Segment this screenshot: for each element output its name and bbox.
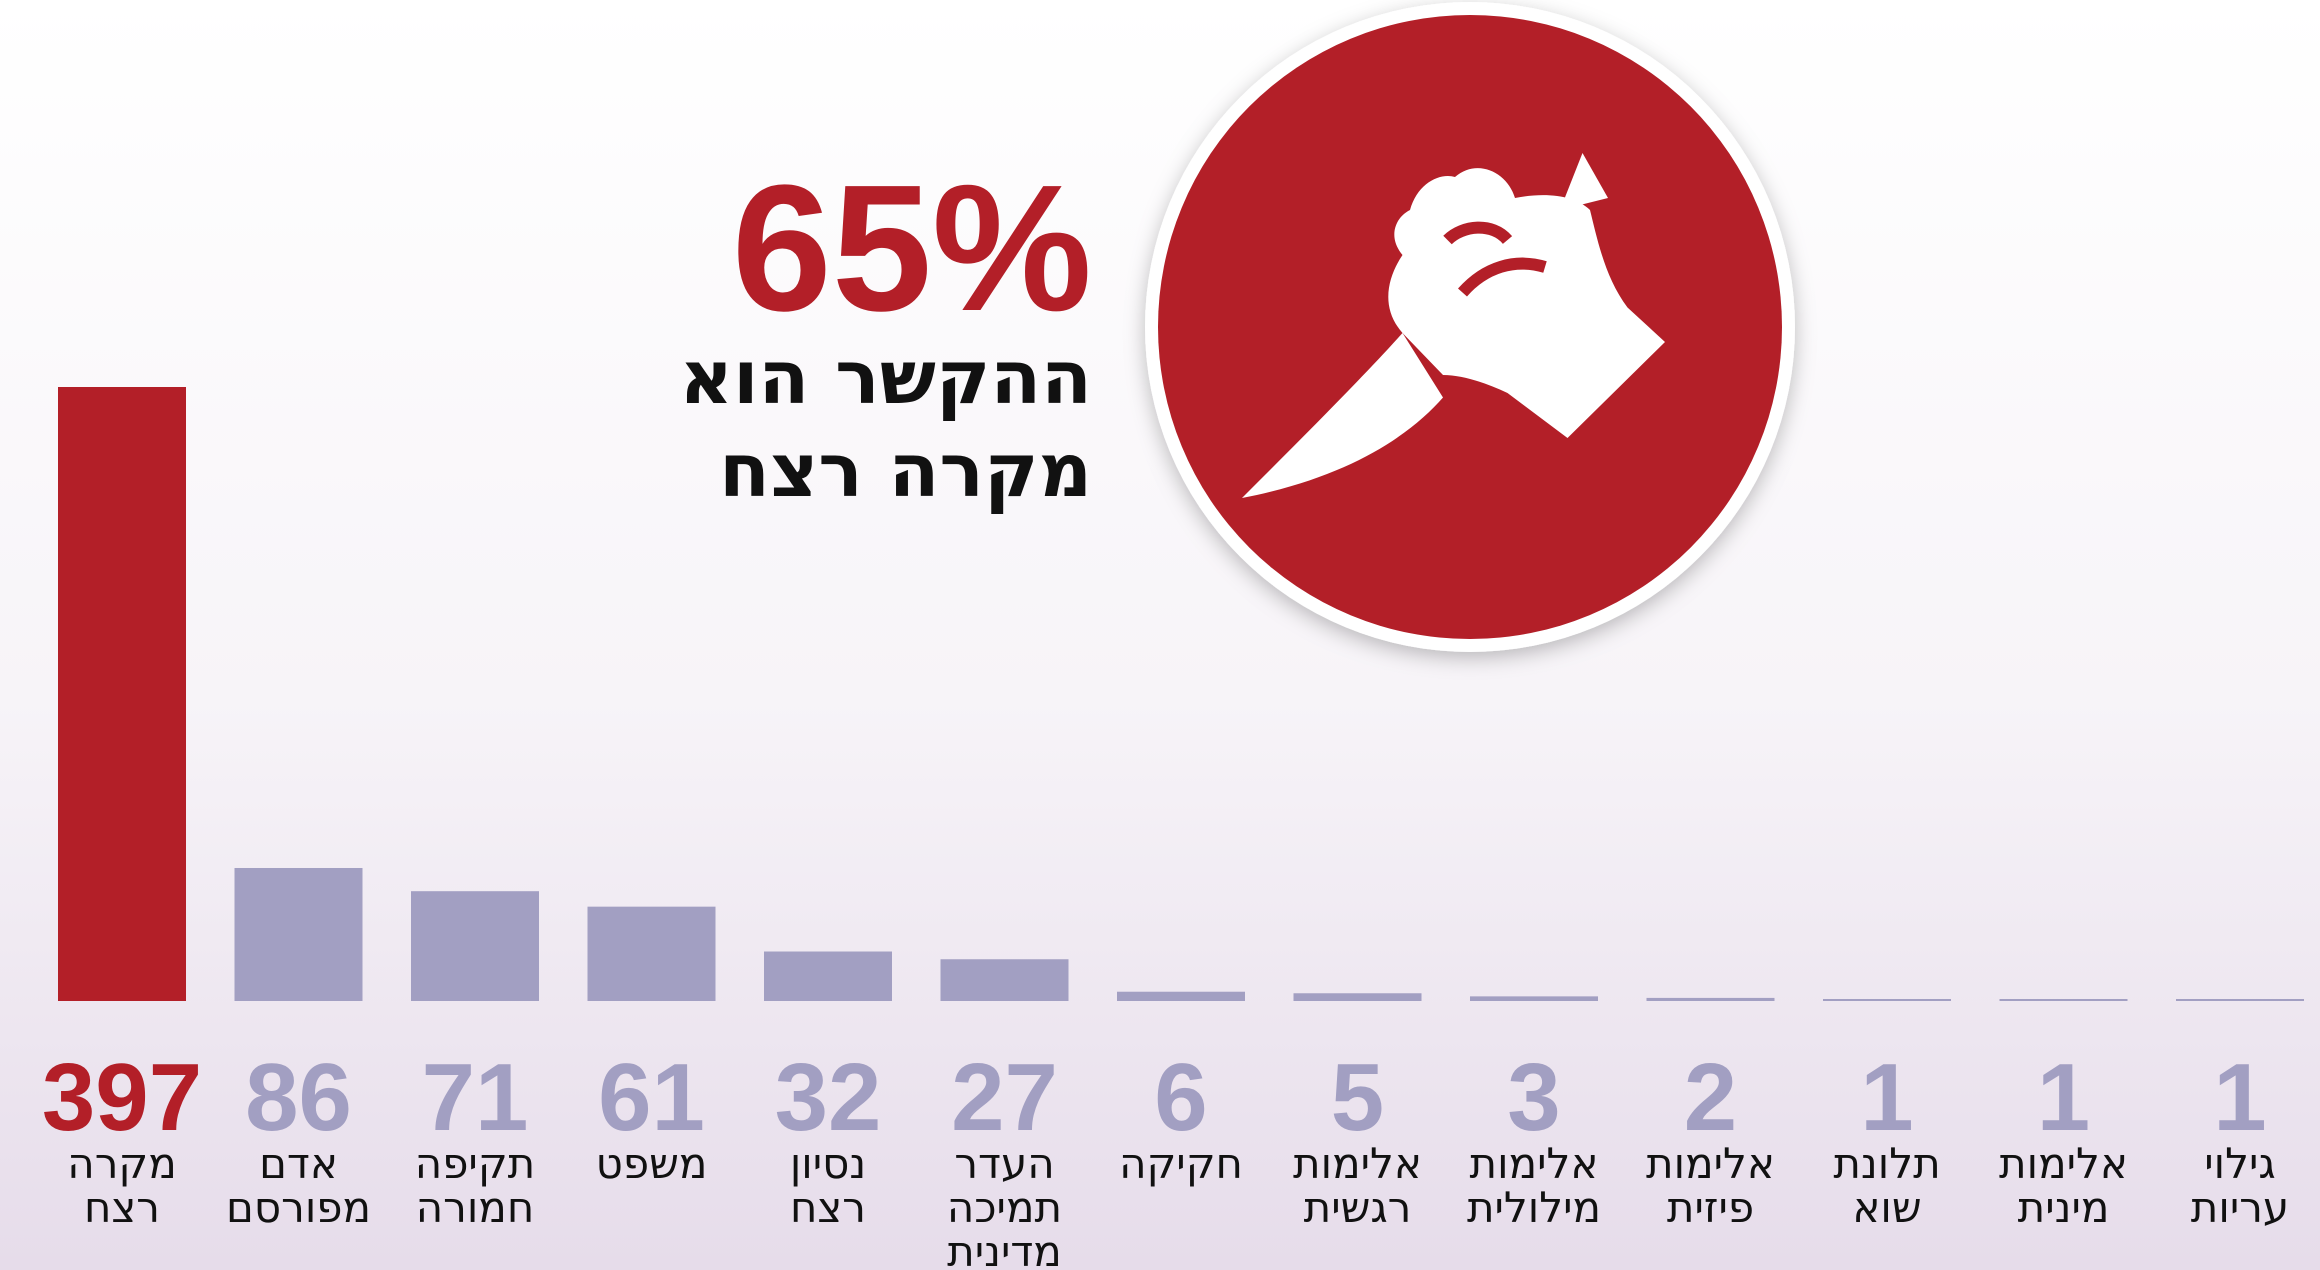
x-tick-label: מפורסם <box>226 1183 371 1232</box>
icon <box>1145 2 1795 652</box>
callout-line: ההקשר הוא <box>679 335 1092 421</box>
value-label: 5 <box>1331 1044 1384 1151</box>
bar <box>411 891 539 1001</box>
value-label: 1 <box>2037 1044 2090 1151</box>
x-tick-label: חמורה <box>416 1183 535 1232</box>
x-tick-label: העדר <box>954 1139 1054 1188</box>
bar <box>1470 996 1598 1001</box>
x-tick-label: רגשית <box>1304 1183 1412 1232</box>
x-tick-label: מינית <box>2018 1183 2110 1232</box>
value-label: 1 <box>1860 1044 1913 1151</box>
value-label: 6 <box>1154 1044 1207 1151</box>
x-tick-label: רצח <box>790 1183 866 1232</box>
x-tick-label: אלימות <box>1646 1139 1775 1188</box>
x-tick-label: תלונת <box>1833 1139 1940 1188</box>
value-label: 2 <box>1684 1044 1737 1151</box>
bar <box>587 906 716 1001</box>
x-tick-label: מדינית <box>947 1227 1062 1270</box>
bar <box>1646 997 1775 1001</box>
value-label: 27 <box>951 1044 1058 1151</box>
bar <box>1293 993 1422 1001</box>
x-tick-label: אלימות <box>1999 1139 2128 1188</box>
knife-fist <box>1242 153 1665 498</box>
x-tick-label: אלימות <box>1293 1139 1422 1188</box>
x-tick-label: שוא <box>1852 1183 1921 1232</box>
callout-figure: 65% <box>732 148 1092 349</box>
bar <box>764 951 892 1001</box>
value-label: 61 <box>598 1044 705 1151</box>
x-tick-label: מילולית <box>1467 1183 1601 1232</box>
x-tick-label: אלימות <box>1470 1139 1599 1188</box>
bar <box>58 387 186 1001</box>
value-label: 86 <box>245 1044 352 1151</box>
x-tick-label: נסיון <box>790 1139 866 1188</box>
value-label: 1 <box>2213 1044 2266 1151</box>
callout-line: מקרה רצח <box>719 428 1092 514</box>
x-tick-label: תקיפה <box>415 1139 535 1188</box>
x-tick-label: פיזית <box>1667 1183 1754 1232</box>
x-tick-label: גילוי <box>2204 1139 2275 1188</box>
value-label: 32 <box>775 1044 882 1151</box>
bar <box>234 867 363 1001</box>
x-tick-label: מקרה <box>67 1139 176 1188</box>
value-label: 71 <box>422 1044 529 1151</box>
value-label: 397 <box>42 1044 202 1151</box>
x-tick-label: משפט <box>596 1139 708 1188</box>
bar <box>940 959 1069 1001</box>
x-tick-label: חקיקה <box>1119 1139 1243 1188</box>
bar <box>1823 999 1951 1001</box>
bar <box>1117 991 1245 1001</box>
x-tick-label: עריות <box>2191 1183 2289 1232</box>
x-tick-label: תמיכה <box>947 1183 1062 1232</box>
x-tick-label: רצח <box>84 1183 160 1232</box>
value-label: 3 <box>1507 1044 1560 1151</box>
bar <box>2176 999 2304 1001</box>
bar <box>1999 999 2128 1001</box>
x-tick-label: אדם <box>259 1139 338 1188</box>
